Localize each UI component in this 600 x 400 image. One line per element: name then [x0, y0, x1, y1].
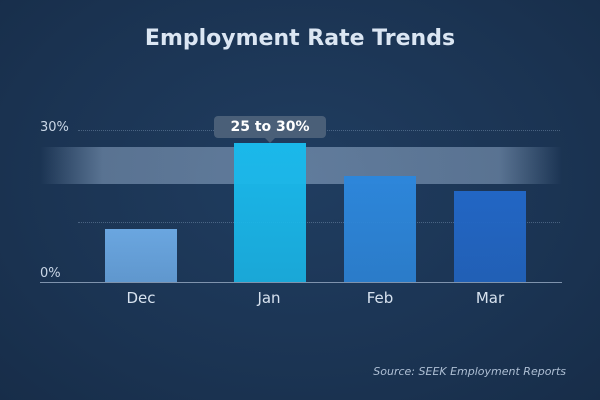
gridline-mid [78, 222, 560, 223]
x-tick-mar: Mar [475, 289, 505, 307]
x-tick-dec: Dec [126, 289, 156, 307]
source-note: Source: SEEK Employment Reports [373, 365, 566, 378]
bar-dec [105, 228, 177, 282]
bar-feb [344, 175, 416, 282]
chart-title: Employment Rate Trends [144, 26, 456, 51]
x-tick-jan: Jan [257, 289, 281, 307]
y-tick-30: 30% [40, 120, 69, 135]
x-tick-feb: Feb [366, 289, 394, 307]
x-axis [40, 282, 562, 283]
bar-mar [454, 190, 526, 282]
annotation-callout: 25 to 30% [214, 116, 326, 143]
y-tick-0: 0% [40, 266, 61, 281]
bar-jan [234, 142, 306, 282]
